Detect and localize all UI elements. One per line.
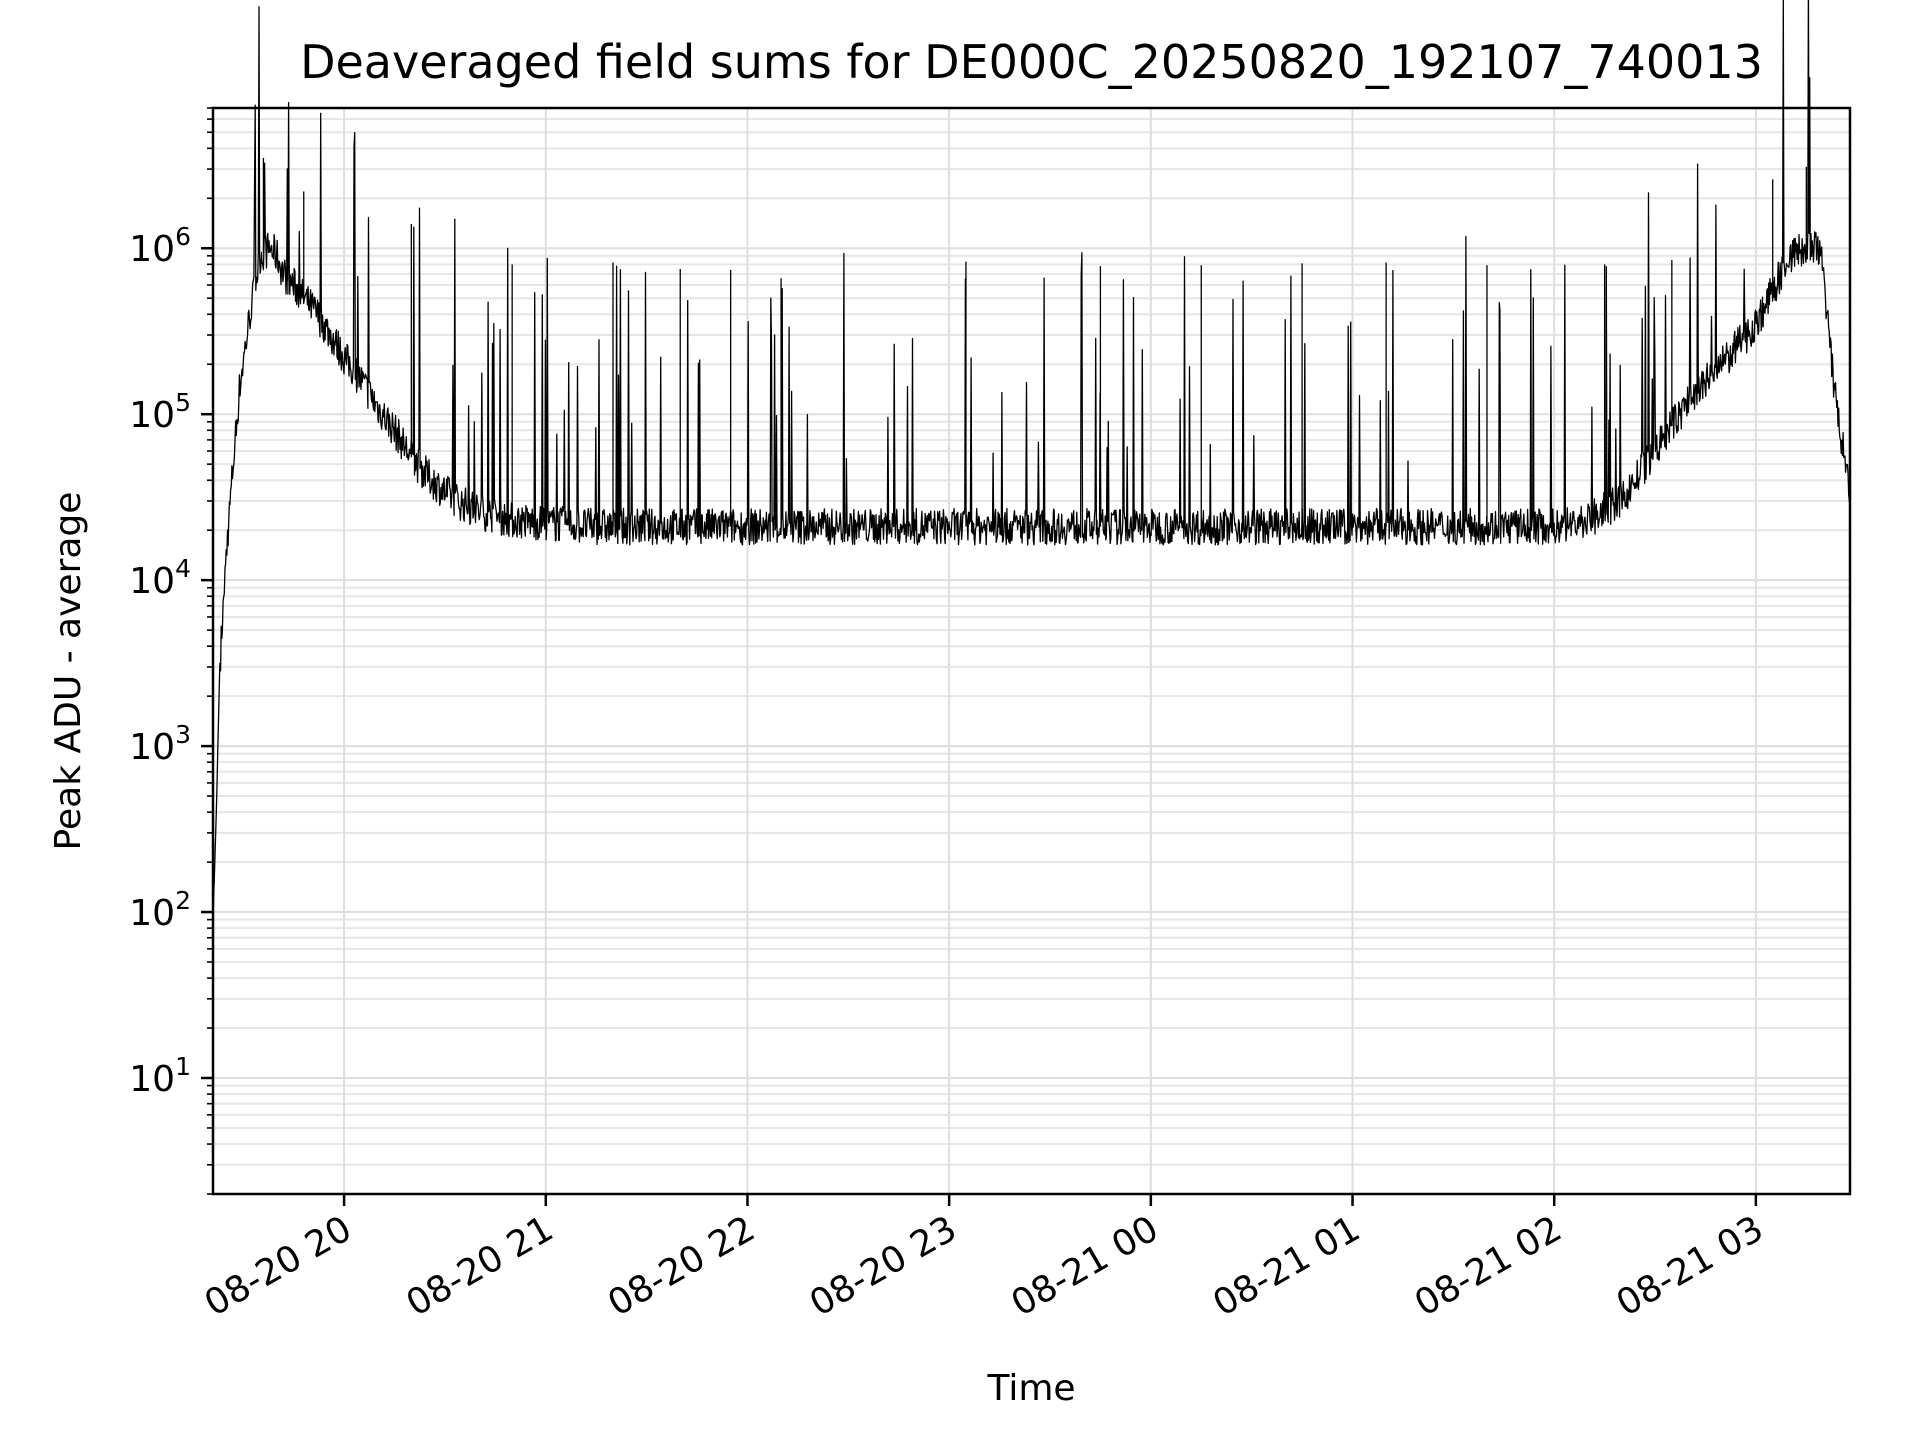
series-layer [212, 0, 1851, 920]
x-axis-label: Time [986, 1368, 1075, 1409]
y-tick-label: 106 [129, 222, 191, 270]
y-tick-label: 104 [129, 554, 191, 602]
grid [213, 107, 1850, 1195]
y-tick-label: 103 [129, 720, 191, 768]
y-axis-label: Peak ADU - average [48, 492, 89, 851]
series-line [212, 0, 1851, 920]
y-tick-label: 105 [129, 388, 191, 436]
y-tick-label: 102 [129, 886, 191, 934]
y-tick-label: 101 [129, 1052, 191, 1100]
plot-frame [211, 106, 1852, 1196]
chart-title: Deaveraged field sums for DE000C_2025082… [300, 35, 1763, 89]
